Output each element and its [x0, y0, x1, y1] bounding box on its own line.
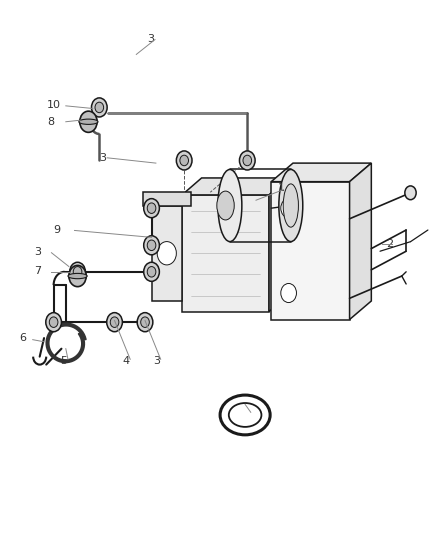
Circle shape — [95, 102, 104, 112]
Circle shape — [49, 317, 58, 327]
Ellipse shape — [220, 395, 270, 435]
Circle shape — [137, 313, 153, 332]
Circle shape — [73, 266, 82, 277]
Circle shape — [70, 262, 85, 281]
Circle shape — [107, 313, 122, 332]
Ellipse shape — [283, 184, 298, 227]
Polygon shape — [350, 163, 371, 319]
Text: 6: 6 — [19, 333, 26, 343]
Circle shape — [281, 199, 297, 217]
Text: 4: 4 — [122, 356, 130, 366]
Circle shape — [80, 111, 97, 132]
Text: 3: 3 — [243, 409, 250, 419]
Polygon shape — [271, 163, 371, 182]
Polygon shape — [182, 195, 269, 312]
Text: 9: 9 — [53, 225, 61, 236]
Polygon shape — [269, 178, 289, 312]
Circle shape — [240, 151, 255, 170]
Circle shape — [69, 265, 86, 287]
Circle shape — [281, 284, 297, 303]
Ellipse shape — [68, 273, 87, 279]
Text: 3: 3 — [34, 247, 41, 257]
Circle shape — [405, 186, 416, 200]
Polygon shape — [182, 178, 289, 195]
Circle shape — [157, 241, 177, 265]
Polygon shape — [152, 206, 182, 301]
Text: 3: 3 — [99, 153, 106, 163]
Circle shape — [180, 155, 188, 166]
Ellipse shape — [279, 169, 303, 241]
Circle shape — [92, 98, 107, 117]
Circle shape — [147, 203, 156, 213]
Ellipse shape — [217, 191, 234, 220]
Text: 8: 8 — [47, 117, 54, 127]
Text: 1: 1 — [278, 183, 285, 193]
Text: 3: 3 — [153, 356, 160, 366]
Circle shape — [177, 151, 192, 170]
Circle shape — [110, 317, 119, 327]
Circle shape — [144, 262, 159, 281]
Polygon shape — [143, 192, 191, 206]
Circle shape — [46, 313, 61, 332]
Text: 2: 2 — [387, 239, 394, 249]
Circle shape — [144, 199, 159, 217]
Text: 3: 3 — [147, 34, 154, 44]
Text: 10: 10 — [47, 100, 61, 110]
Ellipse shape — [218, 169, 242, 241]
Ellipse shape — [79, 119, 98, 124]
Circle shape — [141, 317, 149, 327]
Polygon shape — [271, 182, 350, 319]
Ellipse shape — [229, 403, 261, 427]
Text: 7: 7 — [34, 266, 41, 276]
Circle shape — [243, 155, 251, 166]
Circle shape — [147, 266, 156, 277]
Circle shape — [144, 236, 159, 255]
Text: 5: 5 — [60, 356, 67, 366]
Circle shape — [147, 240, 156, 251]
